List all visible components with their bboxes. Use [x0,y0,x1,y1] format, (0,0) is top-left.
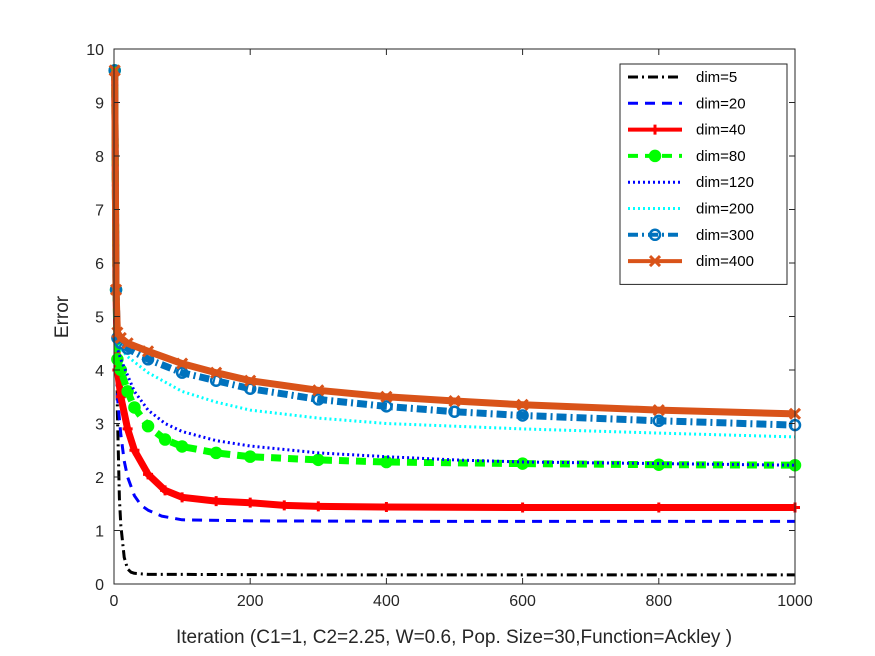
legend-entry-dim-300: dim=300 [628,227,754,244]
legend-marker [650,124,660,135]
legend-label: dim=120 [696,174,754,191]
legend-entry-dim-200: dim=200 [628,201,754,218]
y-tick-label: 7 [95,203,104,220]
legend-label: dim=400 [696,253,754,270]
legend-label: dim=40 [696,122,746,139]
data-point-dim-80-7 [158,433,172,446]
data-point-dim-80-9 [209,446,223,460]
data-point-dim-40-12 [313,501,324,512]
series-line-dim-200 [113,70,796,439]
data-point-dim-400-1 [109,283,123,296]
series-dim-120 [113,70,796,467]
data-point-dim-300-13 [652,414,666,428]
y-tick-label: 0 [95,577,104,594]
data-point-dim-400-9 [312,384,325,397]
y-tick-label: 5 [95,310,104,327]
legend-label: dim=200 [696,201,754,218]
data-point-dim-40-10 [245,497,256,508]
x-tick-label: 800 [645,593,672,610]
legend-marker [648,228,662,242]
y-tick-label: 3 [95,417,104,434]
data-point-dim-80-13 [516,457,529,470]
data-point-dim-40-3 [115,391,126,402]
data-point-dim-40-7 [160,485,171,496]
y-axis-title: Error [52,295,73,338]
data-point-dim-40-14 [517,502,528,513]
series-line-dim-20 [113,70,795,523]
x-tick-label: 200 [237,593,264,610]
y-tick-label: 6 [95,256,104,273]
data-point-dim-400-10 [380,390,393,403]
x-tick-label: 600 [509,593,536,610]
legend-marker [648,149,662,163]
data-point-dim-400-5 [141,345,155,358]
series-dim-400 [108,64,802,420]
x-tick-label: 0 [110,593,119,610]
data-point-dim-80-5 [128,401,141,414]
data-point-dim-300-12 [516,409,529,422]
y-tick-label: 10 [86,42,104,59]
ticks: 0 200 400 600 800 1000 0 1 2 3 4 5 6 7 8 9 10 [86,42,813,610]
x-tick-label: 1000 [777,593,813,610]
data-point-dim-400-6 [176,357,189,370]
legend-label: dim=20 [696,95,746,112]
data-point-dim-300-10 [380,400,393,413]
series-line-dim-5 [113,70,795,577]
data-point-dim-40-9 [211,496,222,507]
x-tick-label: 400 [373,593,400,610]
series-dim-20 [113,70,795,523]
legend-entry-dim-120: dim=120 [628,174,754,191]
data-point-dim-400-12 [516,398,529,411]
legend: dim=5 dim=20 dim=40 dim=80 dim=120 dim=200 dim… [619,63,788,285]
data-point-dim-80-12 [380,455,393,469]
data-point-dim-40-15 [653,502,664,513]
data-point-dim-300-9 [312,393,325,406]
legend-entry-dim-40: dim=40 [628,122,746,139]
series-line-dim-120 [113,70,796,467]
data-point-dim-400-0 [108,64,121,77]
data-point-dim-40-5 [129,445,140,456]
legend-entry-dim-20: dim=20 [628,95,746,112]
data-point-dim-40-13 [381,501,392,512]
data-point-dim-400-4 [121,337,134,350]
data-point-dim-80-4 [121,385,134,398]
data-point-dim-80-11 [312,453,325,467]
data-point-dim-40-4 [122,423,133,434]
series-layer [108,64,802,577]
legend-label: dim=5 [696,69,737,86]
legend-box [619,63,788,285]
series-dim-5 [113,70,795,577]
y-tick-label: 8 [95,149,104,166]
data-point-dim-80-10 [243,450,257,463]
legend-marker [648,255,662,268]
legend-entry-dim-400: dim=400 [628,253,754,270]
data-point-dim-40-6 [143,469,154,480]
legend-label: dim=80 [696,148,746,165]
y-tick-label: 9 [95,96,104,113]
data-point-dim-80-6 [141,419,155,433]
series-dim-200 [113,70,796,439]
data-point-dim-40-8 [177,492,188,503]
data-point-dim-300-6 [175,366,189,379]
data-point-dim-400-13 [652,404,665,417]
legend-entry-dim-5: dim=5 [628,69,737,86]
y-tick-label: 2 [95,470,104,487]
data-point-dim-40-11 [279,500,290,511]
data-point-dim-400-8 [244,374,257,387]
data-point-dim-400-11 [448,394,461,408]
y-tick-label: 1 [95,524,104,541]
x-axis-title: Iteration (C1=1, C2=2.25, W=0.6, Pop. Si… [176,627,732,648]
data-point-dim-80-8 [175,440,189,453]
legend-label: dim=300 [696,227,754,244]
legend-entry-dim-80: dim=80 [628,148,746,165]
data-point-dim-300-11 [448,405,461,418]
data-point-dim-400-7 [210,366,223,379]
y-tick-label: 4 [95,363,104,380]
